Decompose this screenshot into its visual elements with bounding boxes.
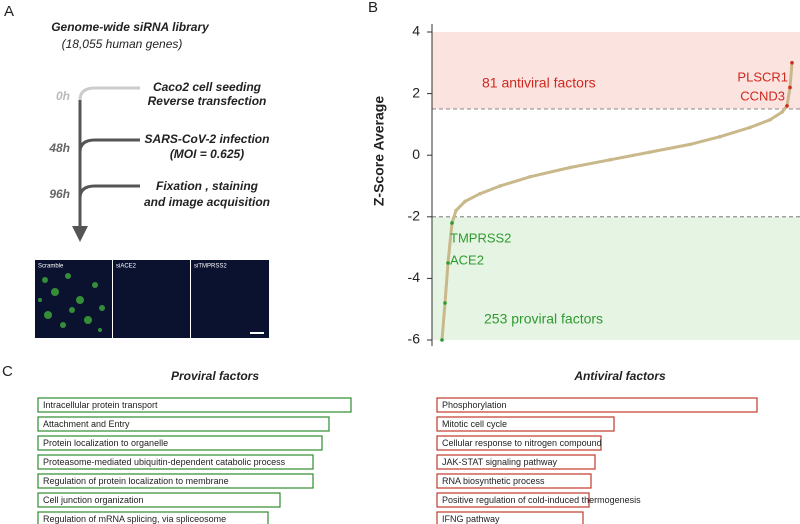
annotation: TMPRSS2 [450,230,511,245]
gene-point [688,142,692,147]
bar-label: Regulation of mRNA splicing, via spliceo… [43,514,226,524]
bar [436,416,615,432]
bar [37,511,269,524]
bar [436,454,596,470]
bar [436,511,584,524]
gene-point [498,184,502,188]
bar-label: IFNG pathway [442,514,500,524]
y-tick-label: -6 [408,331,421,347]
gene-point [528,174,532,179]
timeline [72,86,140,242]
bar-label: Intracellular protein transport [43,400,158,410]
step-text: (MOI = 0.625) [170,147,244,161]
bar-label: Cellular response to nitrogen compound [442,438,602,448]
workflow-subtitle: (18,055 human genes) [62,37,183,51]
bar-label: Protein localization to organelle [43,438,168,448]
gene-point [785,104,789,108]
bar-label: Regulation of protein localization to me… [43,476,229,486]
gene-point [463,199,467,204]
y-tick-label: -2 [408,208,421,224]
cells [38,273,105,332]
y-tick-label: 4 [412,23,420,39]
annotation: ACE2 [450,252,484,267]
chart-title: Antiviral factors [573,369,666,383]
image [35,260,112,338]
gene-point [440,338,444,342]
bar-label: Attachment and Entry [43,419,130,429]
antiviral-region [432,32,800,109]
bar [37,492,281,508]
y-axis-label: Z-Score Average [371,96,387,206]
bar [37,473,314,489]
proviral-region [432,216,800,340]
gene-point [648,150,652,154]
panel-letter: A [4,3,14,20]
gene-point [718,134,722,139]
gene-point [443,301,447,305]
z-score-curve [440,62,794,341]
gene-point [790,61,794,65]
gene-point [478,191,482,196]
bar [37,454,314,470]
gene-point [568,165,572,170]
bar-label: Positive regulation of cold-induced ther… [442,495,641,505]
bar [37,435,323,451]
time-label: 96h [49,187,70,201]
step-text: Caco2 cell seeding [153,80,262,94]
time-label: 0h [56,89,70,103]
image-label: siACE2 [116,264,137,270]
gene-point [450,221,454,225]
bar [37,397,352,413]
step-text: Reverse transfection [148,94,267,108]
step-text: and image acquisition [144,195,270,209]
gene-point [788,85,792,90]
gene-point [446,261,450,265]
bar [436,492,590,508]
image [191,260,269,338]
bar [436,435,602,451]
bar-label: Proteasome-mediated ubiquitin-dependent … [43,457,286,467]
bar-label: Cell junction organization [43,495,144,505]
panel-letter: C [2,363,13,380]
time-label: 48h [48,141,70,155]
bar-label: JAK-STAT signaling pathway [442,457,558,467]
annotation: 253 proviral factors [484,311,603,327]
annotation: 81 antiviral factors [482,75,596,91]
gene-point [454,208,458,213]
bar-label: Mitotic cell cycle [442,419,507,429]
y-tick-label: 0 [412,146,420,162]
branch [78,184,140,199]
bar-label: Phosphorylation [442,400,507,410]
annotation: PLSCR1 [737,69,788,84]
chart-title: Proviral factors [171,369,259,383]
micrographs [35,260,269,338]
branch [78,86,140,101]
y-tick-label: 2 [412,84,420,100]
image-label: Scramble [38,264,64,270]
step-text: Fixation , staining [156,179,259,193]
y-tick-label: -4 [408,269,421,285]
panel-letter: B [368,0,378,16]
bar [436,397,758,413]
gene-point [780,110,784,114]
step-text: SARS-CoV-2 infection [145,132,270,146]
image-label: siTMPRSS2 [194,264,227,270]
arrow-head [72,226,88,242]
annotation: CCND3 [740,88,785,103]
gene-point [748,125,752,130]
gene-point [768,117,772,122]
bar [37,416,330,432]
gene-point [608,158,612,162]
bar-label: RNA biosynthetic process [442,476,545,486]
bar [436,473,592,489]
workflow-title: Genome-wide siRNA library [51,20,210,34]
branch [78,138,140,153]
image [113,260,190,338]
